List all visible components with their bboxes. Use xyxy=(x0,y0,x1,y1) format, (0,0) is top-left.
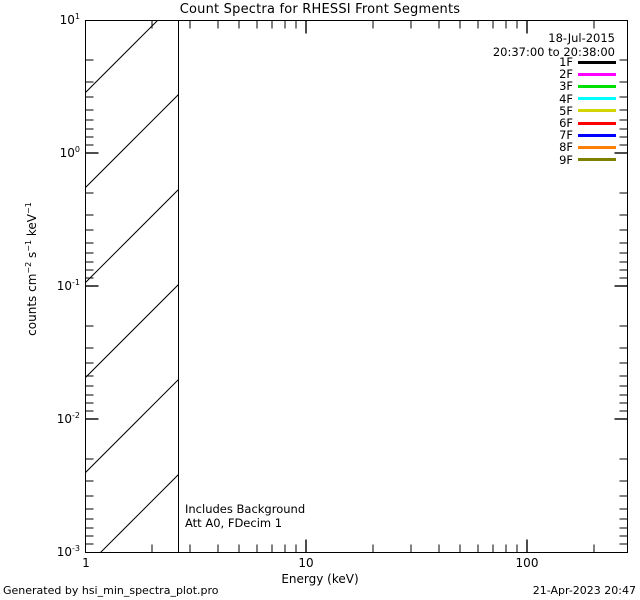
y-tick-exponent: -2 xyxy=(72,411,80,420)
x-tick-label-100: 100 xyxy=(515,556,539,570)
y-tick-mantissa: 10 xyxy=(59,13,75,27)
x-tick-label-10: 10 xyxy=(298,556,314,570)
legend-label: 9F xyxy=(559,152,573,167)
footer-generator-note: Generated by hsi_min_spectra_plot.pro xyxy=(3,584,219,597)
y-axis-title-exp2: −1 xyxy=(24,239,33,252)
legend-label: 3F xyxy=(559,79,573,94)
y-tick-mantissa: 10 xyxy=(56,279,73,293)
observation-header: 18-Jul-2015 20:37:00 to 20:38:00 xyxy=(380,31,615,59)
y-axis-title-counts: counts cm xyxy=(25,273,39,336)
x-tick-labels: 1 10 100 xyxy=(0,556,640,572)
legend-item-5f[interactable]: 5F xyxy=(520,105,616,117)
legend-color-swatch xyxy=(578,158,616,162)
legend-color-swatch xyxy=(578,84,616,88)
legend-label: 8F xyxy=(559,140,573,155)
legend-color-swatch xyxy=(578,60,616,64)
legend-label: 7F xyxy=(559,128,573,143)
legend-item-1f[interactable]: 1F xyxy=(520,56,616,68)
legend-item-3f[interactable]: 3F xyxy=(520,80,616,92)
legend-item-6f[interactable]: 6F xyxy=(520,117,616,129)
legend-color-swatch xyxy=(578,97,616,101)
page-title: Count Spectra for RHESSI Front Segments xyxy=(179,2,461,17)
legend-label: 4F xyxy=(559,91,573,106)
y-tick-mantissa: 10 xyxy=(59,146,75,160)
legend-color-swatch xyxy=(578,121,616,125)
legend-item-8f[interactable]: 8F xyxy=(520,141,616,153)
y-axis-title: counts cm−2 s−1 keV−1 xyxy=(24,119,39,419)
legend-color-swatch xyxy=(578,145,616,149)
legend-item-7f[interactable]: 7F xyxy=(520,129,616,141)
observation-date: 18-Jul-2015 xyxy=(548,31,615,45)
observation-time-range: 20:37:00 to 20:38:00 xyxy=(492,45,615,59)
y-tick-exponent: 1 xyxy=(74,12,80,21)
y-axis-title-s: s xyxy=(25,251,39,262)
y-tick-mantissa: 10 xyxy=(56,545,73,559)
plot-annotations: Includes Background Att A0, FDecim 1 xyxy=(185,502,306,530)
x-axis-ticks xyxy=(151,20,595,553)
y-axis-title-exp1: −2 xyxy=(24,261,33,274)
legend-label: 1F xyxy=(559,55,573,70)
y-axis-title-exp3: −1 xyxy=(24,202,33,214)
legend-color-swatch xyxy=(578,133,616,137)
y-axis-ticks xyxy=(85,59,628,545)
annotation-includes-background: Includes Background xyxy=(185,502,306,516)
x-axis-title: Energy (keV) xyxy=(281,572,359,586)
legend-item-2f[interactable]: 2F xyxy=(520,68,616,80)
y-tick-exponent: -3 xyxy=(72,544,80,553)
legend-label: 5F xyxy=(559,103,573,118)
y-axis-title-kev: keV xyxy=(25,213,39,240)
y-tick-exponent: -1 xyxy=(72,278,80,287)
y-tick-exponent: 0 xyxy=(74,145,80,154)
plot-area xyxy=(85,20,628,553)
legend-item-9f[interactable]: 9F xyxy=(520,154,616,166)
x-tick-label-1: 1 xyxy=(82,556,90,570)
legend-color-swatch xyxy=(578,109,616,113)
legend: 1F 2F 3F 4F 5F 6F 7F 8F xyxy=(520,56,616,166)
y-tick-mantissa: 10 xyxy=(56,412,73,426)
legend-label: 6F xyxy=(559,116,573,131)
legend-color-swatch xyxy=(578,72,616,76)
footer-timestamp: 21-Apr-2023 20:47 xyxy=(532,584,636,597)
legend-label: 2F xyxy=(559,67,573,82)
legend-item-4f[interactable]: 4F xyxy=(520,93,616,105)
annotation-attenuator-state: Att A0, FDecim 1 xyxy=(185,515,283,530)
